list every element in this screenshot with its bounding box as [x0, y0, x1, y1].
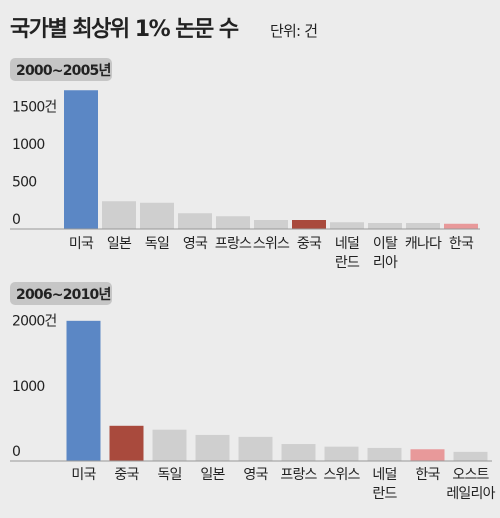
x-tick-label: 캐나다 [405, 236, 442, 252]
x-tick-label: 일본 [107, 236, 132, 252]
x-tick-label: 한국 [415, 467, 440, 483]
x-tick-label: 프랑스 [215, 236, 252, 252]
x-tick-label: 이탈 리아 [373, 236, 398, 271]
x-tick-label: 네덜 란드 [372, 467, 397, 502]
bar [140, 202, 174, 229]
x-tick-label: 미국 [69, 236, 94, 252]
bar [102, 201, 136, 229]
y-tick-label: 0 [12, 444, 20, 460]
bar [152, 429, 187, 461]
x-tick-label: 영국 [183, 236, 208, 252]
bar [216, 216, 250, 229]
bar [195, 434, 230, 461]
bar [367, 447, 402, 461]
x-tick-label: 스위스 [253, 236, 290, 252]
x-tick-label: 프랑스 [280, 467, 317, 483]
bar [281, 444, 316, 461]
x-tick-label: 중국 [114, 467, 139, 483]
x-tick-label: 영국 [243, 467, 268, 483]
y-tick-label: 1000 [12, 379, 44, 395]
period-label: 2006~2010년 [16, 287, 111, 303]
x-tick-label: 독일 [157, 467, 181, 483]
bar [368, 223, 402, 229]
chart-title: 국가별 최상위 1% 논문 수 [10, 17, 239, 42]
bar [292, 220, 326, 229]
bar [66, 320, 101, 461]
x-tick-label: 스위스 [323, 467, 360, 483]
bar [444, 223, 478, 229]
bar [178, 213, 212, 229]
y-tick-label: 0 [12, 212, 20, 228]
bar [330, 222, 364, 229]
bar [254, 220, 288, 229]
y-tick-label: 1500건 [12, 100, 57, 116]
unit-label: 단위: 건 [270, 22, 317, 40]
bar [324, 446, 359, 461]
x-tick-label: 오스트 레일리아 [446, 467, 495, 502]
period-label: 2000~2005년 [16, 63, 111, 79]
period-box [10, 58, 112, 81]
x-tick-label: 미국 [71, 467, 96, 483]
bar [238, 436, 273, 461]
x-tick-label: 네덜 란드 [335, 236, 360, 271]
x-tick-label: 일본 [200, 467, 225, 483]
bar [453, 451, 488, 461]
y-tick-label: 500 [12, 175, 36, 191]
y-tick-label: 2000건 [12, 314, 57, 330]
x-tick-label: 중국 [297, 236, 322, 252]
x-tick-label: 한국 [449, 236, 474, 252]
bar [406, 223, 440, 229]
period-box [10, 282, 112, 305]
bar [109, 425, 144, 461]
bar [410, 449, 445, 461]
bar [64, 90, 98, 229]
x-tick-label: 독일 [145, 236, 169, 252]
y-tick-label: 1000 [12, 137, 44, 153]
